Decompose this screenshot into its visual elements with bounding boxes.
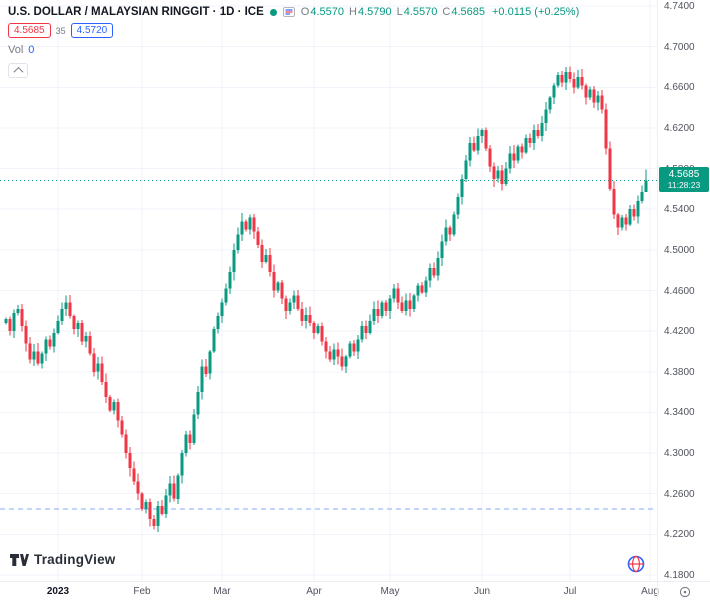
time-axis-label: Feb (133, 586, 151, 597)
price-axis-label: 4.7000 (664, 41, 695, 53)
bar-countdown: 11:28:23 (667, 180, 701, 191)
price-axis-label: 4.4600 (664, 285, 695, 297)
time-axis-label: Apr (306, 586, 322, 597)
volume-label: Vol (8, 44, 24, 56)
high-label: H (349, 6, 357, 18)
low-value: 4.5570 (403, 6, 438, 18)
market-status-icon[interactable] (269, 8, 277, 16)
price-axis-label: 4.6600 (664, 82, 695, 94)
tradingview-logo[interactable]: TradingView (10, 552, 115, 567)
tradingview-logo-text: TradingView (34, 552, 116, 567)
time-axis-label: Jun (473, 586, 491, 597)
ask-price-badge[interactable]: 4.5720 (70, 23, 114, 38)
legend: U.S. DOLLAR / MALAYSIAN RINGGIT · 1D · I… (8, 6, 579, 78)
time-axis[interactable]: 2023 Feb Mar Apr May Jun Jul Aug (0, 581, 659, 600)
bid-price-badge[interactable]: 4.5685 (8, 23, 51, 38)
collapse-legend-button[interactable] (8, 63, 28, 78)
time-axis-label: Mar (213, 586, 231, 597)
candlestick-chart[interactable] (0, 0, 657, 581)
price-axis[interactable]: 4.74004.70004.66004.62004.58004.54004.50… (657, 0, 710, 581)
chevron-up-icon (13, 66, 23, 77)
volume-row[interactable]: Vol 0 (8, 44, 579, 56)
volume-value: 0 (28, 44, 35, 56)
time-axis-label: Aug (641, 586, 659, 597)
time-axis-label: May (380, 586, 400, 597)
price-axis-label: 4.1800 (664, 569, 695, 581)
tradingview-glyph-icon (10, 553, 29, 566)
open-label: O (300, 6, 310, 18)
price-axis-label: 4.3000 (664, 448, 695, 460)
ice-globe-icon[interactable] (627, 555, 645, 578)
close-value: 4.5685 (451, 6, 485, 18)
open-value: 4.5570 (310, 6, 344, 18)
price-axis-label: 4.2600 (664, 488, 695, 500)
target-icon[interactable] (679, 586, 691, 598)
time-axis-label: Jul (563, 586, 577, 597)
low-label: L (396, 6, 403, 18)
price-axis-label: 4.2200 (664, 529, 695, 541)
price-axis-label: 4.6200 (664, 122, 695, 134)
current-price: 4.5685 (668, 169, 700, 181)
bid-ask-row: 4.5685 35 4.5720 (8, 23, 579, 38)
price-axis-label: 4.3800 (664, 366, 695, 378)
chart-pane[interactable]: U.S. DOLLAR / MALAYSIAN RINGGIT · 1D · I… (0, 0, 657, 581)
spread-value: 35 (55, 25, 66, 36)
axis-corner (657, 581, 710, 600)
price-axis-label: 4.3400 (664, 407, 695, 419)
price-axis-label: 4.4200 (664, 326, 695, 338)
price-axis-label: 4.5400 (664, 204, 695, 216)
close-label: C (442, 6, 451, 18)
legend-main-row: U.S. DOLLAR / MALAYSIAN RINGGIT · 1D · I… (8, 6, 579, 18)
price-change: +0.0115 (+0.25%) (492, 6, 580, 18)
price-axis-label: 4.7400 (664, 1, 695, 13)
symbol-title[interactable]: U.S. DOLLAR / MALAYSIAN RINGGIT · 1D · I… (8, 6, 264, 18)
current-price-badge: 4.5685 11:28:23 (659, 167, 709, 193)
ohlc-values: O 4.5570 H 4.5790 L 4.5570 C 4.5685 +0.0115 … (301, 6, 579, 18)
high-value: 4.5790 (357, 6, 392, 18)
price-axis-label: 4.5000 (664, 244, 695, 256)
quote-panel-icon[interactable] (282, 6, 295, 18)
time-axis-label: 2023 (46, 586, 70, 597)
